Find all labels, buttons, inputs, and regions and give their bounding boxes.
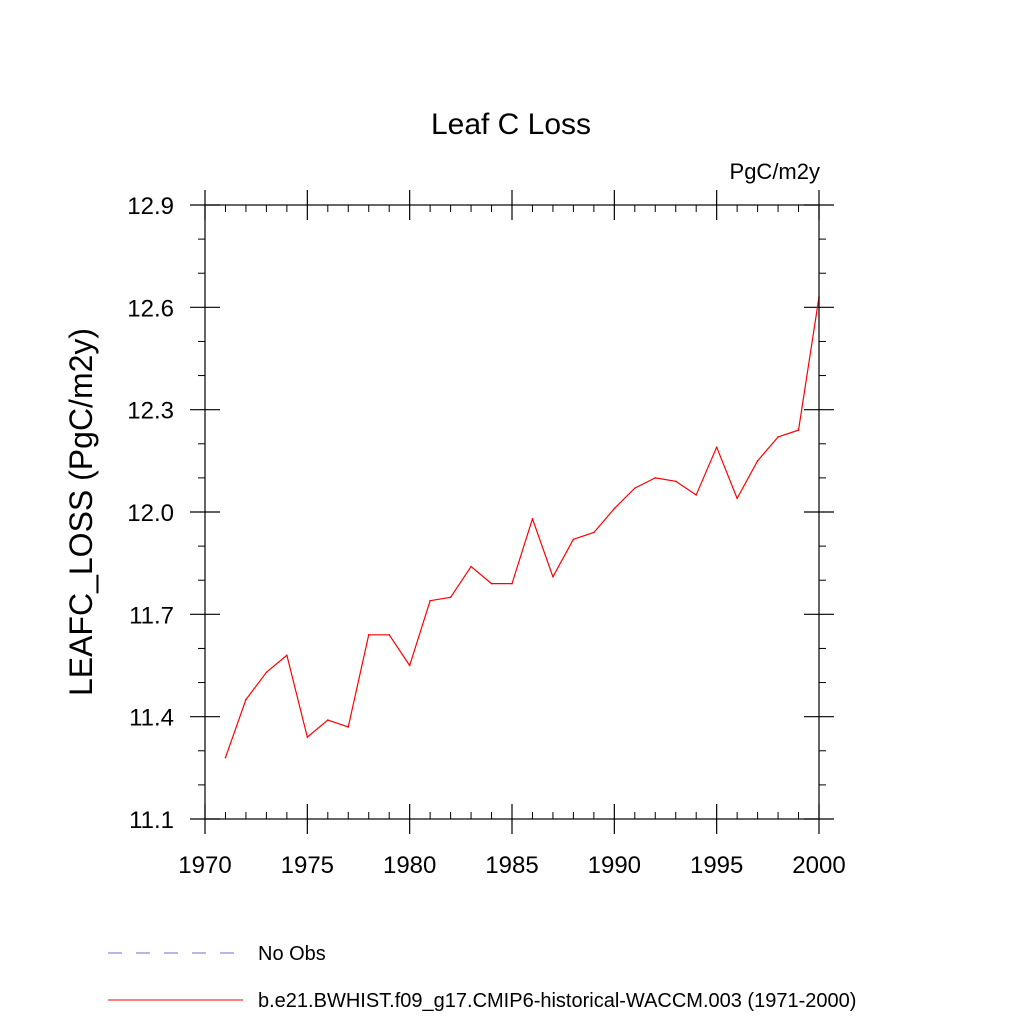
data-point <box>511 582 513 585</box>
legend-label-model-run: b.e21.BWHIST.f09_g17.CMIP6-historical-WA… <box>258 990 856 1012</box>
data-point <box>347 726 350 728</box>
x-tick-labels: 1970 1975 1980 1985 1990 1995 2000 <box>178 852 845 879</box>
data-point <box>490 582 493 585</box>
data-point <box>695 494 697 496</box>
data-point <box>429 599 431 602</box>
data-point <box>265 671 268 674</box>
data-point <box>552 576 554 578</box>
data-point <box>408 664 411 667</box>
y-axis-label: LEAFC_LOSS (PgC/m2y) <box>63 328 99 696</box>
x-tick-label: 1980 <box>383 852 436 879</box>
data-point <box>245 698 247 701</box>
data-point <box>613 507 616 510</box>
x-tick-label: 1975 <box>281 852 334 879</box>
data-point <box>654 477 657 479</box>
x-tick-label: 2000 <box>792 852 845 879</box>
series-line <box>224 297 820 758</box>
data-point <box>224 756 227 759</box>
series-lines <box>224 296 820 759</box>
x-tick-label: 1990 <box>588 852 641 879</box>
y-tick-label: 12.9 <box>127 193 174 220</box>
major-ticks <box>190 190 834 834</box>
y-tick-label: 12.3 <box>127 398 174 425</box>
data-point <box>306 736 309 738</box>
data-point <box>797 429 800 431</box>
data-point <box>715 446 718 448</box>
y-tick-label: 11.4 <box>129 705 174 732</box>
y-tick-labels: 11.1 11.4 11.7 12.0 12.3 12.6 12.9 <box>127 193 174 834</box>
data-point <box>736 497 738 500</box>
data-point <box>327 719 329 721</box>
data-point <box>593 531 595 534</box>
data-point <box>634 487 636 489</box>
x-tick-label: 1985 <box>485 852 538 879</box>
data-point <box>572 538 575 541</box>
x-tick-label: 1995 <box>690 852 743 879</box>
units-label: PgC/m2y <box>730 159 820 184</box>
data-point <box>756 460 759 462</box>
data-point <box>531 518 534 520</box>
chart-title: Leaf C Loss <box>431 108 591 141</box>
data-point <box>470 565 472 568</box>
data-point <box>388 634 391 636</box>
legend: No Obs b.e21.BWHIST.f09_g17.CMIP6-histor… <box>108 943 856 1012</box>
data-point <box>674 480 677 483</box>
data-point <box>449 596 452 599</box>
y-tick-label: 12.6 <box>127 295 174 322</box>
minor-ticks <box>198 205 826 819</box>
legend-label-no-obs: No Obs <box>258 943 326 965</box>
data-point <box>367 634 370 636</box>
data-point <box>777 436 779 438</box>
x-tick-label: 1970 <box>178 852 231 879</box>
data-point <box>286 654 288 657</box>
plot-frame <box>204 204 820 820</box>
y-tick-label: 12.0 <box>127 500 174 527</box>
y-tick-label: 11.1 <box>129 807 174 834</box>
y-tick-label: 11.7 <box>129 602 174 629</box>
